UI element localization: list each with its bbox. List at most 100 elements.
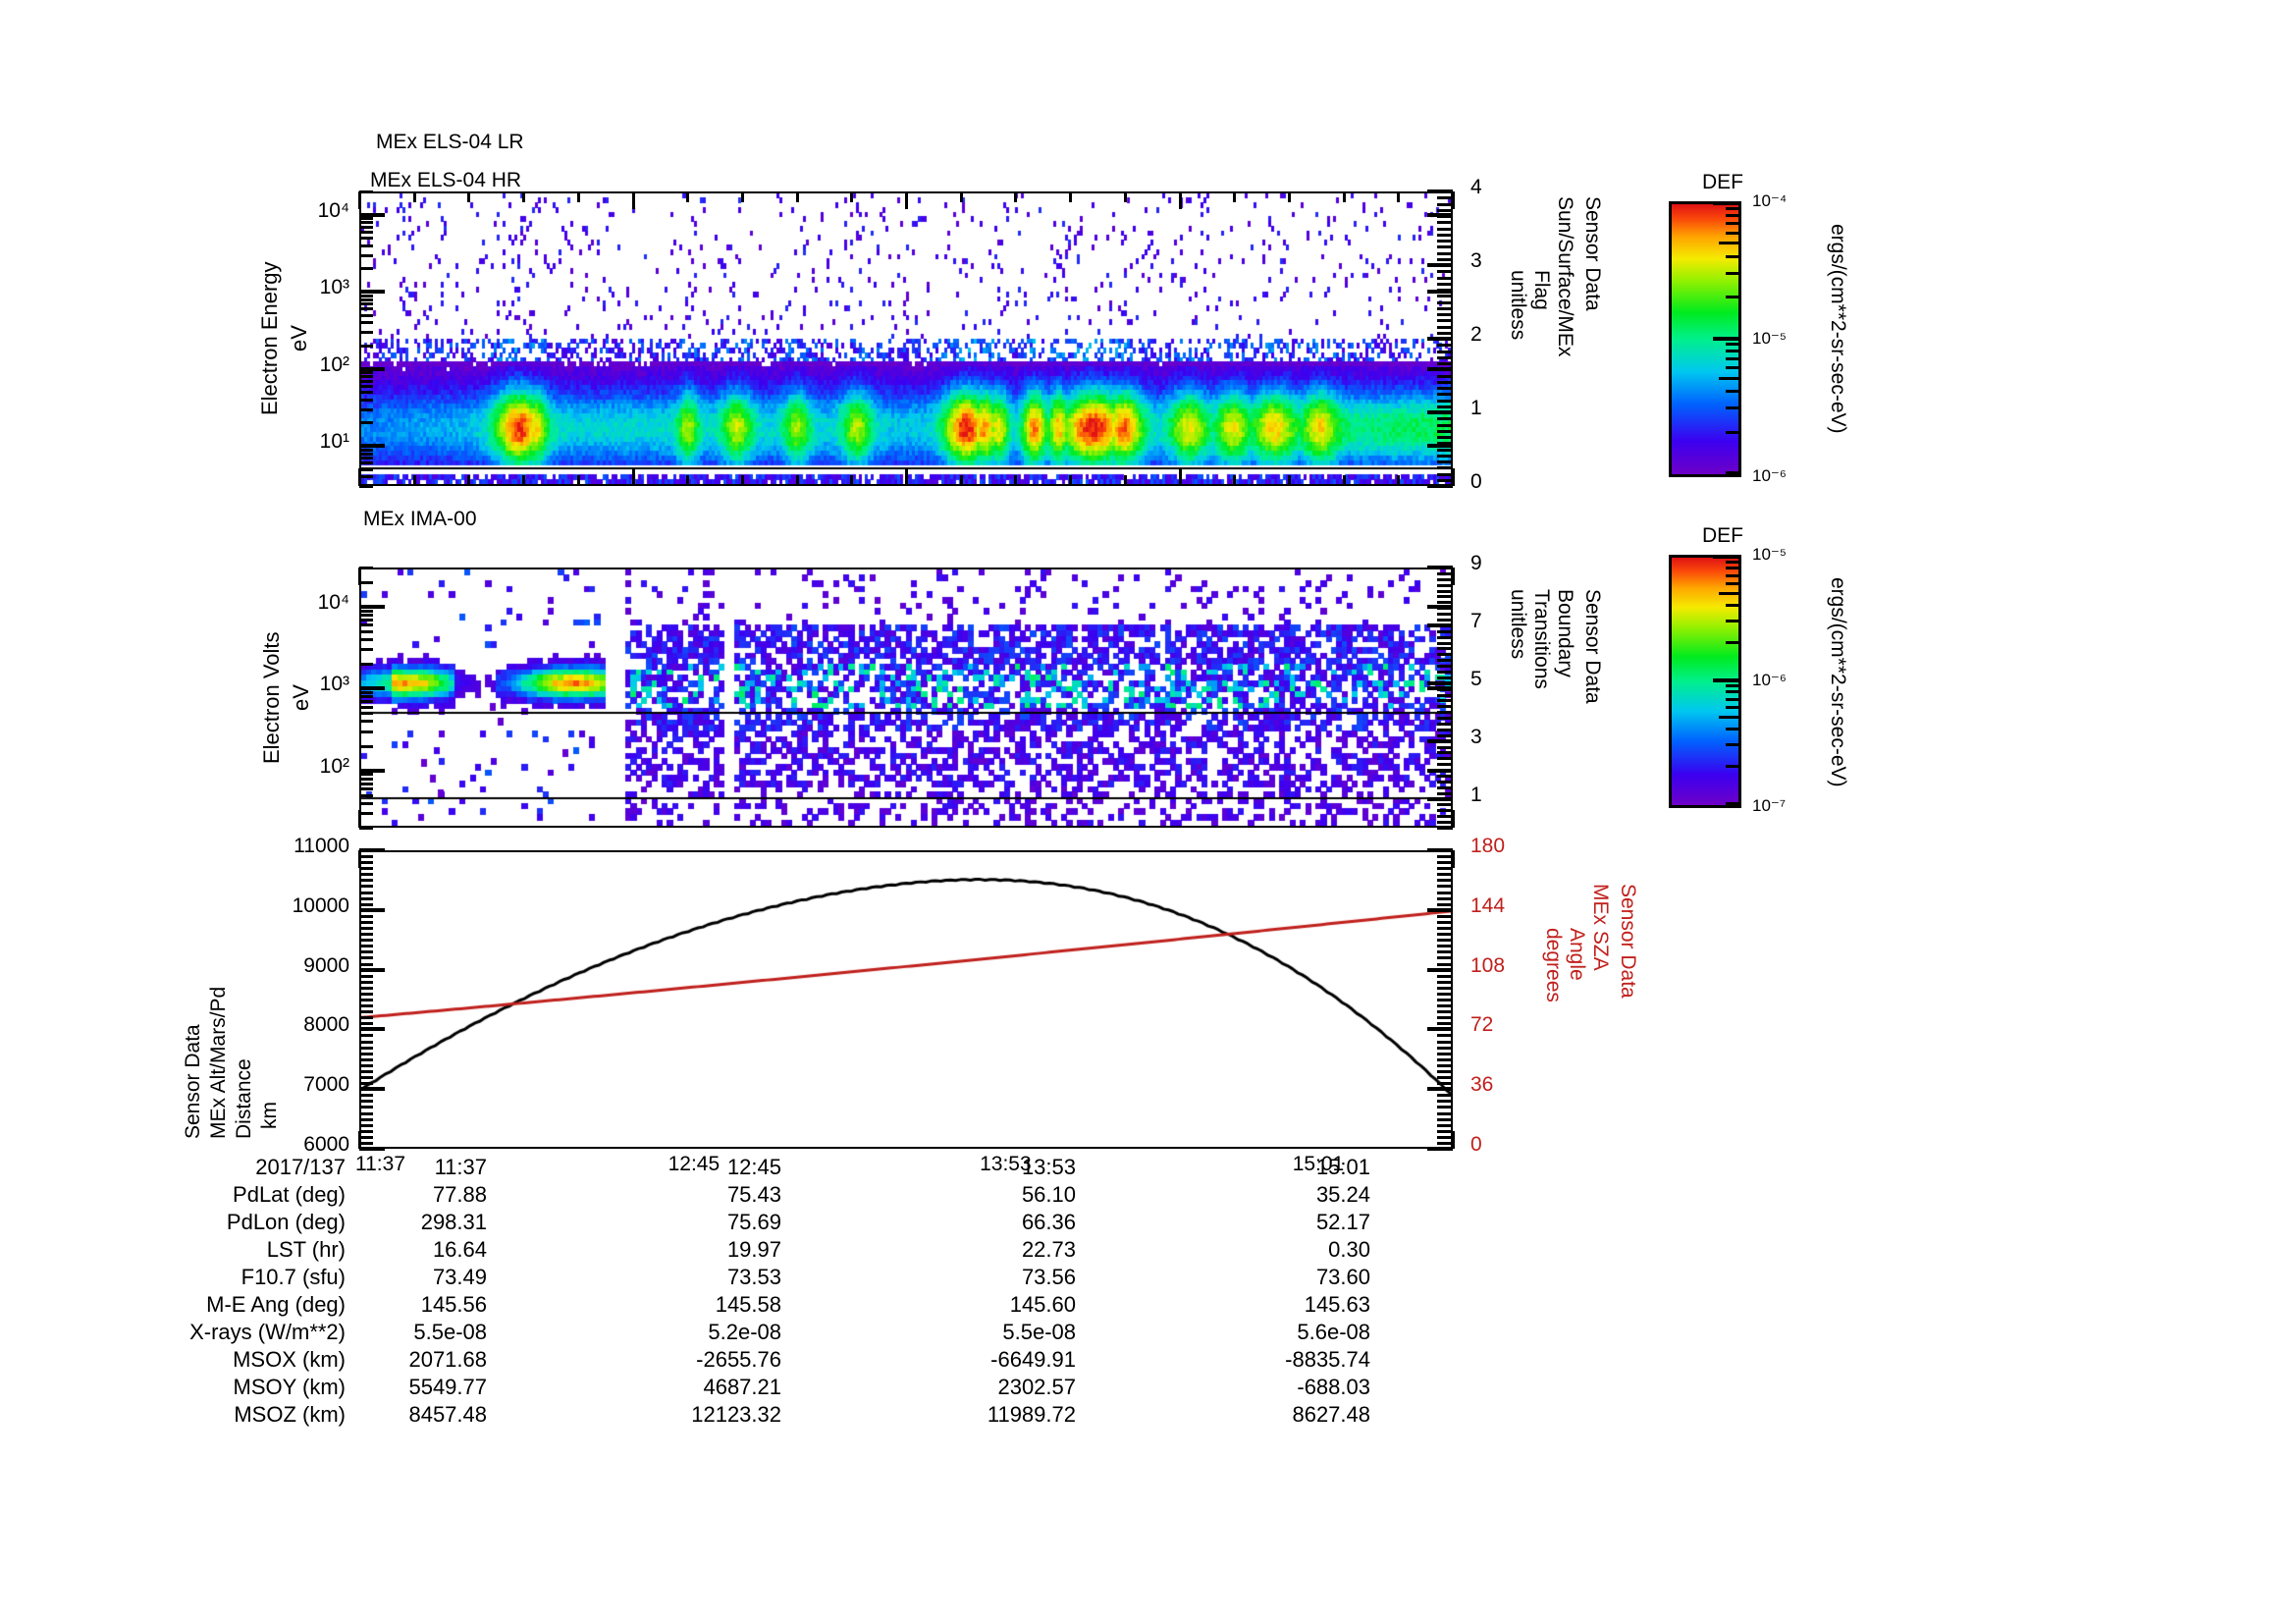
panel1-title-hr: MEx ELS-04 HR: [370, 169, 522, 191]
axis-tick-label: 0: [1470, 470, 1482, 493]
table-cell: 73.53: [726, 1265, 781, 1289]
axis-tick-label: 2: [1470, 323, 1482, 346]
axis-tick: [1437, 221, 1453, 224]
axis-tick: [1726, 728, 1738, 730]
axis-tick: [359, 291, 381, 294]
axis-tick: [1726, 582, 1738, 585]
axis-tick: [359, 1094, 373, 1097]
axis-tick: [359, 1047, 373, 1050]
axis-tick: [359, 408, 373, 411]
axis-tick-label: 36: [1470, 1073, 1494, 1097]
axis-tick: [359, 770, 381, 773]
axis-tick: [1343, 191, 1346, 202]
axis-tick: [1233, 191, 1236, 202]
axis-tick: [358, 191, 361, 209]
axis-tick: [359, 855, 373, 858]
axis-tick: [359, 787, 373, 790]
colorbar1-units: ergs/(cm**2-sr-sec-eV): [1827, 224, 1849, 434]
table-cell: -8835.74: [1285, 1347, 1370, 1372]
axis-tick: [905, 191, 908, 209]
panel3-plot-area[interactable]: [359, 850, 1453, 1149]
axis-tick: [359, 861, 373, 864]
axis-tick: [632, 191, 635, 209]
axis-tick: [1437, 479, 1453, 482]
axis-tick: [359, 375, 373, 378]
axis-tick: [1437, 879, 1453, 882]
table-cell: 298.31: [420, 1210, 487, 1234]
axis-tick: [1437, 590, 1453, 593]
axis-tick: [796, 191, 799, 202]
axis-tick: [1713, 555, 1738, 559]
table-cell: 75.43: [726, 1182, 781, 1207]
axis-tick: [359, 1100, 373, 1103]
table-row-label: MSOY (km): [233, 1375, 346, 1399]
axis-tick: [1437, 803, 1453, 806]
axis-tick: [1437, 711, 1453, 714]
axis-tick: [359, 385, 373, 388]
axis-tick: [1437, 326, 1453, 329]
table-cell: 75.69: [726, 1210, 781, 1234]
axis-tick-label: 108: [1470, 953, 1506, 977]
axis-tick: [359, 614, 373, 617]
axis-tick: [1437, 665, 1453, 668]
axis-tick: [359, 226, 373, 229]
axis-tick: [1437, 867, 1453, 870]
axis-tick: [1437, 671, 1453, 674]
axis-tick: [359, 468, 373, 471]
axis-tick-label: 9: [1470, 552, 1482, 574]
table-cell: 66.36: [1021, 1210, 1076, 1234]
axis-tick: [359, 391, 373, 394]
axis-tick: [905, 468, 908, 486]
axis-tick: [1437, 636, 1453, 639]
axis-tick: [1437, 295, 1453, 298]
axis-tick: [359, 1136, 373, 1139]
table-cell: 145.60: [1009, 1292, 1076, 1317]
axis-tick: [1452, 191, 1455, 209]
axis-tick: [1437, 705, 1453, 708]
axis-tick: [1437, 578, 1453, 581]
axis-tick-label: 10000: [292, 893, 349, 917]
table-row: MSOZ (km) 8457.48 12123.32 11989.72 8627.48: [177, 1401, 1370, 1429]
axis-tick: [359, 619, 373, 622]
panel2-plot-area[interactable]: [359, 568, 1453, 828]
axis-tick: [1437, 624, 1453, 627]
axis-tick: [359, 1142, 373, 1145]
axis-tick-label: 11000: [294, 835, 349, 857]
table-cell: 73.60: [1315, 1265, 1370, 1289]
axis-tick: [1437, 915, 1453, 918]
axis-tick: [1437, 1094, 1453, 1097]
table-cell: 11989.72: [987, 1402, 1076, 1427]
panel1-plot-area[interactable]: [359, 191, 1453, 486]
table-cell: 13:53: [1021, 1155, 1076, 1179]
axis-tick: [359, 648, 373, 651]
table-cell: 4687.21: [703, 1375, 781, 1399]
axis-tick: [1437, 855, 1453, 858]
axis-tick: [1437, 688, 1453, 691]
axis-tick: [359, 244, 373, 247]
axis-tick: [1124, 191, 1127, 202]
table-row: F10.7 (sfu) 73.49 73.53 73.56 73.60: [177, 1264, 1370, 1291]
axis-tick: [1726, 343, 1738, 346]
axis-tick: [1437, 1148, 1453, 1151]
axis-tick: [1437, 781, 1453, 784]
axis-tick: [1726, 350, 1738, 352]
table-cell: 5.5e-08: [413, 1320, 487, 1344]
axis-tick: [359, 1070, 373, 1073]
table-cell: 145.56: [420, 1292, 487, 1317]
axis-tick: [1437, 827, 1453, 830]
table-row: MSOY (km) 5549.77 4687.21 2302.57 -688.03: [177, 1374, 1370, 1401]
x-axis-tick-label: 12:45: [667, 1153, 721, 1175]
axis-tick: [1437, 861, 1453, 864]
axis-tick: [1437, 1064, 1453, 1067]
axis-tick: [1437, 1136, 1453, 1139]
axis-tick: [359, 237, 373, 240]
table-row-label: MSOX (km): [233, 1347, 346, 1372]
table-cell: 52.17: [1315, 1210, 1370, 1234]
axis-tick: [1437, 903, 1453, 906]
table-cell: 56.10: [1021, 1182, 1076, 1207]
axis-tick: [1437, 892, 1453, 894]
axis-tick: [1179, 191, 1182, 209]
table-row-label: 2017/137: [255, 1155, 346, 1179]
axis-tick: [1437, 411, 1453, 414]
axis-tick: [1437, 567, 1453, 569]
